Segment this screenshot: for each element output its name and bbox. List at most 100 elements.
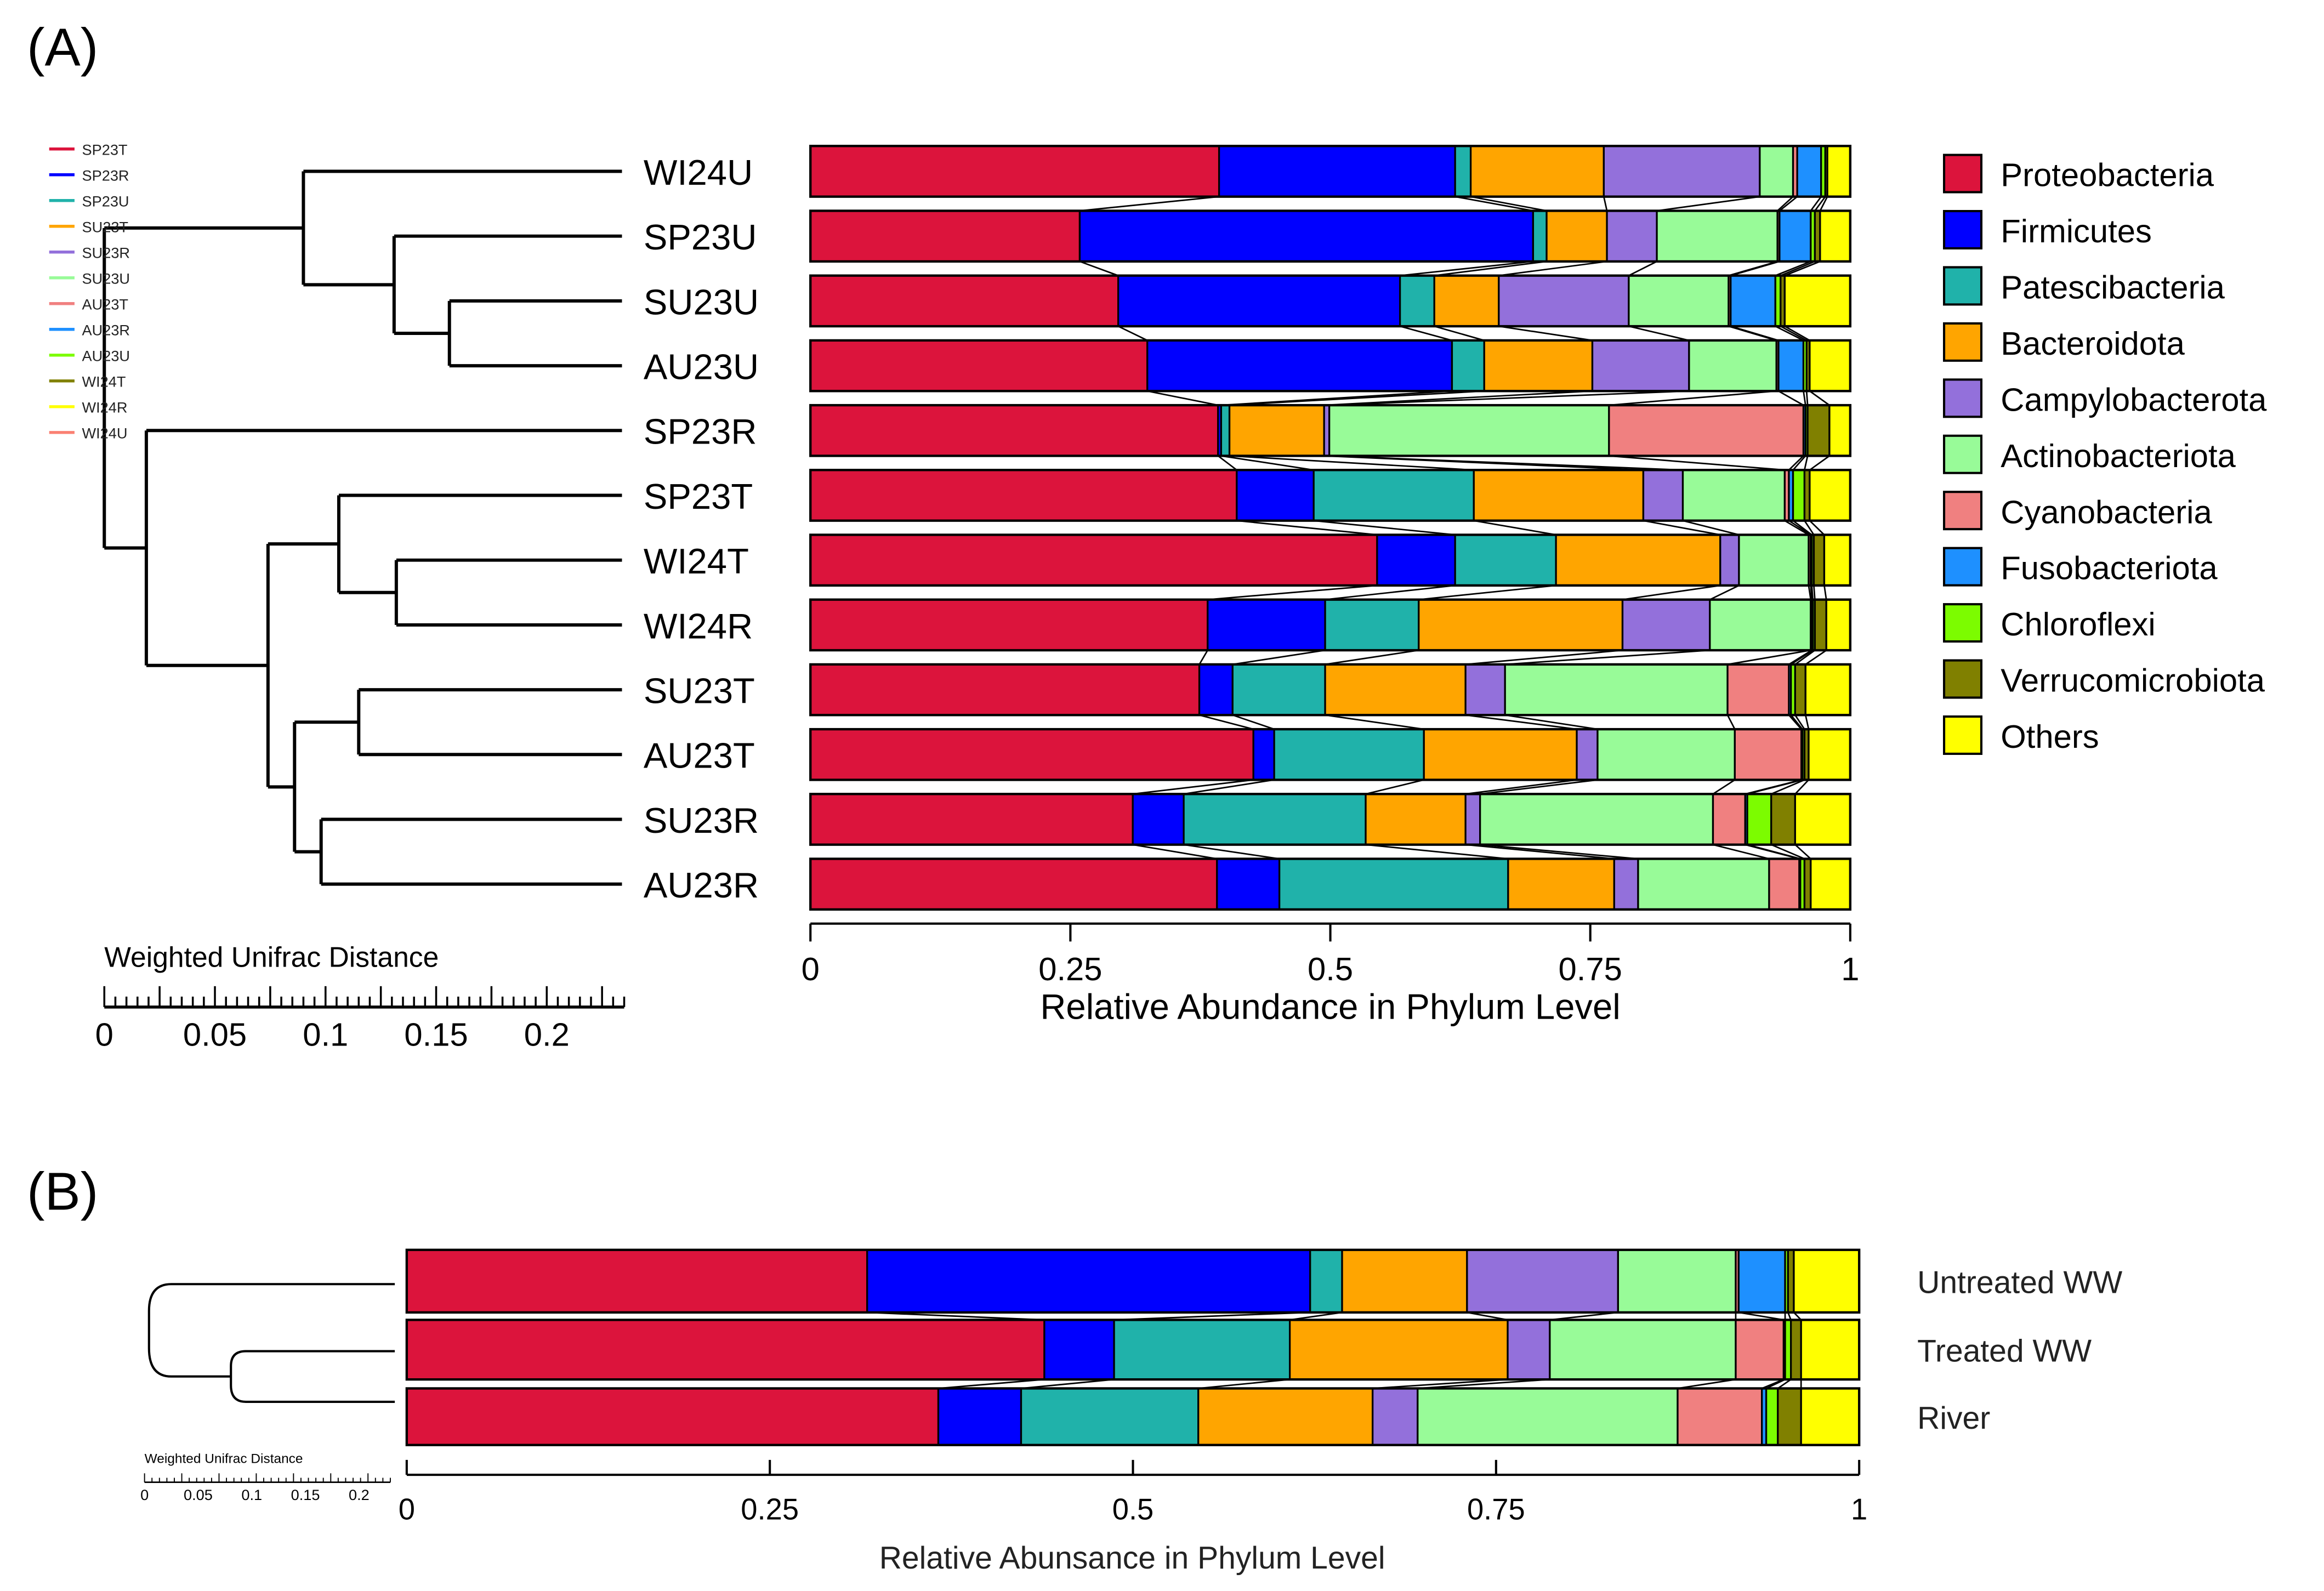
- bar-segment-AU23R-Bacteroidota: [1507, 857, 1615, 911]
- bar-segment-SP23U-Proteobacteria: [809, 209, 1081, 263]
- scale-bar-label: 0.1: [303, 1016, 348, 1053]
- bar-segment-Treated WW-Others: [1800, 1319, 1860, 1380]
- connector-line: [1780, 325, 1807, 342]
- bar-outline: [809, 339, 1852, 393]
- bar-segment-Treated WW-Proteobacteria: [406, 1319, 1045, 1380]
- bar-segment-SP23U-Fusobacteriota: [1778, 209, 1812, 263]
- connector-line: [1794, 844, 1811, 860]
- connector-line: [1498, 325, 1593, 342]
- panel-a-dendrogram-title: Weighted Unifrac Distance: [104, 941, 439, 973]
- bar-segment-AU23R-Patescibacteria: [1278, 857, 1509, 911]
- connector-line: [1417, 1378, 1550, 1389]
- bar-segment-WI24U-Bacteroidota: [1469, 145, 1605, 198]
- bar-segment-SU23T-Campylobacterota: [1464, 663, 1506, 716]
- legend-label: Chloroflexi: [2001, 606, 2155, 643]
- bar-segment-River-Firmicutes: [937, 1387, 1022, 1446]
- connector-line: [1804, 520, 1815, 536]
- sample-label: SU23T: [644, 671, 755, 711]
- bar-segment-Treated WW-Patescibacteria: [1113, 1319, 1291, 1380]
- bar-segment-Untreated WW-Campylobacterota: [1466, 1249, 1620, 1314]
- connector-line: [1811, 585, 1814, 600]
- bar-segment-River-Chloroflexi: [1765, 1387, 1779, 1446]
- connector-line: [1727, 649, 1811, 666]
- bar-outline: [809, 857, 1852, 911]
- bar-segment-SP23R-Proteobacteria: [809, 404, 1219, 457]
- connector-line: [1329, 455, 1683, 471]
- connector-line: [1747, 779, 1803, 795]
- x-tick-label: 0.25: [741, 1493, 799, 1526]
- connector-line: [1198, 1378, 1290, 1389]
- bar-segment-AU23T-Firmicutes: [1252, 728, 1275, 781]
- bar-segment-SP23U-Others: [1819, 209, 1851, 263]
- panel-b: 0 0.25 0.5 0.75 1 Untreated WW Treated WW River…: [140, 1248, 2122, 1526]
- connector-line: [1418, 584, 1556, 601]
- bar-segment-AU23T-Proteobacteria: [809, 728, 1254, 781]
- bar-segment-SP23T-Campylobacterota: [1642, 469, 1684, 522]
- bar-segment-Treated WW-Cyanobacteria: [1735, 1319, 1785, 1380]
- bar-segment-SU23T-Cyanobacteria: [1726, 663, 1790, 716]
- connector-line: [1400, 325, 1452, 342]
- bar-segment-WI24T-Bacteroidota: [1555, 533, 1721, 587]
- bar-segment-Treated WW-Actinobacteriota: [1549, 1319, 1737, 1380]
- connector-line: [1183, 844, 1280, 860]
- bar-segment-SU23U-Others: [1783, 275, 1851, 327]
- panel-b-dendrogram-title: Weighted Unifrac Distance: [145, 1451, 303, 1466]
- connector-line: [1622, 584, 1720, 601]
- panel-b-x-axis-title: Relative Abunsance in Phylum Level: [879, 1541, 1385, 1576]
- connector-line: [1504, 714, 1598, 730]
- connector-line: [1803, 391, 1806, 406]
- connector-line: [1813, 585, 1816, 600]
- bar-segment-AU23T-Actinobacteriota: [1596, 728, 1736, 781]
- bar-segment-SU23T-Proteobacteria: [809, 663, 1201, 716]
- bar-segment-WI24T-Verrucomicrobiota: [1812, 533, 1826, 587]
- bar-segment-SU23U-Fusobacteriota: [1730, 275, 1776, 327]
- panel-a-x-axis-title: Relative Abundance in Phylum Level: [1040, 987, 1620, 1027]
- connector-line: [1147, 390, 1218, 406]
- connector-line: [1791, 649, 1814, 666]
- bar-segment-SP23R-Actinobacteriota: [1328, 404, 1610, 457]
- connector-line: [1809, 390, 1830, 406]
- connector-line: [1465, 779, 1577, 795]
- connector-line: [1794, 714, 1805, 730]
- bar-segment-Untreated WW-Bacteroidota: [1341, 1249, 1468, 1314]
- connector-line: [1549, 1311, 1618, 1321]
- sample-label: SP23T: [644, 476, 753, 516]
- sample-label: SU23R: [644, 800, 759, 840]
- bar-segment-River-Others: [1800, 1387, 1860, 1446]
- connector-line: [1314, 520, 1456, 536]
- x-tick-label: 1: [1851, 1493, 1867, 1526]
- connector-line: [1232, 649, 1326, 666]
- legend-label: Firmicutes: [2001, 213, 2152, 249]
- connector-line: [1480, 779, 1598, 795]
- connector-line: [1790, 714, 1803, 730]
- connector-line: [1198, 650, 1208, 665]
- connector-line: [1232, 714, 1275, 730]
- connector-line: [1784, 325, 1810, 342]
- bar-outline: [405, 1248, 1861, 1314]
- connector-line: [1775, 325, 1804, 342]
- bar-segment-SU23T-Others: [1804, 663, 1851, 716]
- bar-segment-SU23T-Patescibacteria: [1231, 663, 1326, 716]
- connector-line: [1730, 325, 1779, 342]
- group-label: Untreated WW: [1917, 1265, 2122, 1300]
- connector-line: [1183, 779, 1275, 795]
- bar-segment-SP23T-Others: [1809, 469, 1851, 522]
- bar-segment-AU23T-Bacteroidota: [1423, 728, 1578, 781]
- bar-segment-AU23U-Firmicutes: [1146, 339, 1453, 392]
- legend-swatch-Cyanobacteria: [1943, 491, 1983, 531]
- connector-line: [1372, 1378, 1508, 1389]
- bar-segment-AU23T-Others: [1808, 728, 1851, 781]
- bar-segment-SP23R-Patescibacteria: [1220, 404, 1231, 457]
- scale-bar-label: 0.05: [184, 1486, 213, 1503]
- bar-segment-SU23R-Chloroflexi: [1746, 793, 1772, 846]
- connector-line: [1805, 391, 1809, 406]
- bar-segment-SU23U-Campylobacterota: [1498, 275, 1630, 327]
- bar-segment-SU23R-Actinobacteriota: [1479, 793, 1714, 846]
- connector-line: [1628, 260, 1657, 276]
- legend-swatch-Campylobacterota: [1943, 378, 1983, 418]
- bar-segment-WI24U-Proteobacteria: [809, 145, 1220, 198]
- bar-segment-AU23R-Verrucomicrobiota: [1803, 857, 1812, 911]
- connector-line: [1505, 649, 1710, 666]
- sample-label: WI24U: [644, 152, 753, 192]
- sample-label: AU23U: [644, 347, 759, 387]
